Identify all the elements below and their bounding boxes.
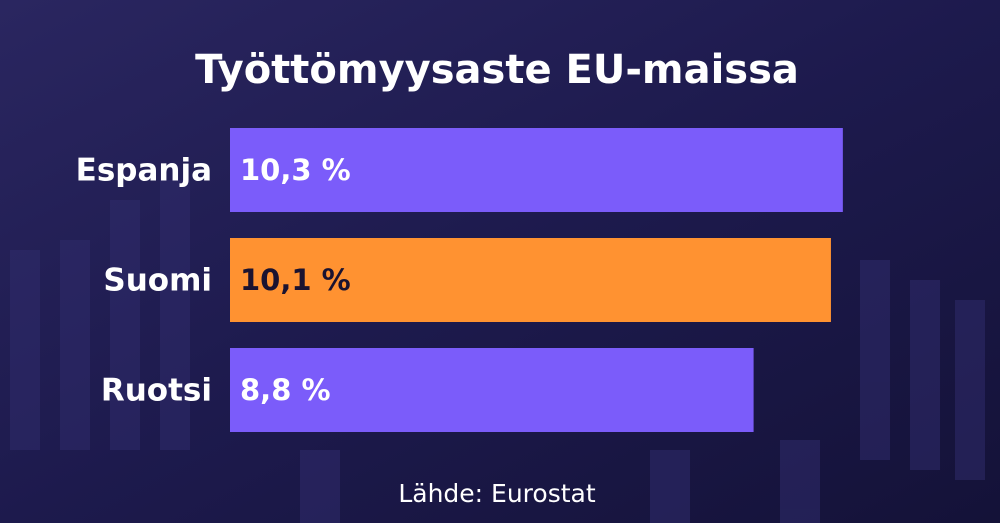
category-label: Espanja: [76, 153, 212, 189]
source: Lähde: Eurostat: [398, 479, 596, 508]
bar: [230, 238, 831, 322]
value-label: 10,3 %: [240, 153, 351, 187]
chart-title: Työttömyysaste EU-maissa: [195, 47, 799, 93]
bar: [230, 128, 843, 212]
category-label: Suomi: [103, 263, 212, 299]
category-label: Ruotsi: [101, 373, 212, 409]
bar: [230, 348, 754, 432]
value-label: 8,8 %: [240, 373, 331, 407]
building-windows: [10, 180, 985, 523]
value-label: 10,1 %: [240, 263, 351, 297]
